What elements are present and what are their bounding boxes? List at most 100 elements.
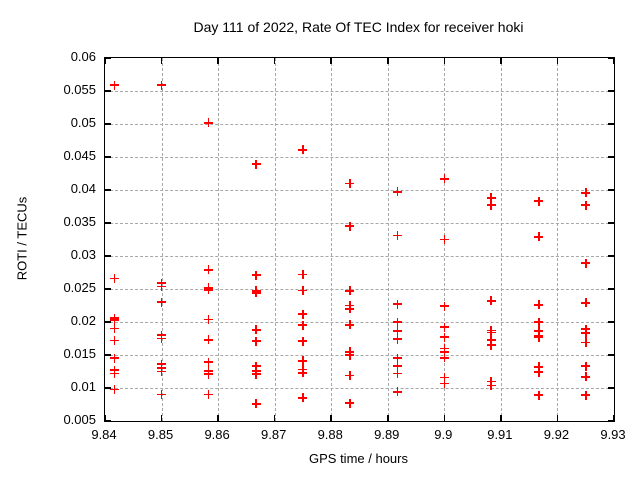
y-tick-mark xyxy=(608,123,614,125)
data-point-marker xyxy=(203,357,213,367)
y-tick-mark xyxy=(105,255,111,257)
marker-bar-vertical xyxy=(207,285,210,295)
marker-bar-vertical xyxy=(584,258,587,268)
y-tick-mark xyxy=(105,57,111,59)
y-tick-mark xyxy=(608,189,614,191)
y-tick-mark xyxy=(608,57,614,59)
marker-bar-vertical xyxy=(537,232,540,242)
marker-bar-vertical xyxy=(396,361,399,371)
data-point-marker xyxy=(345,320,355,330)
y-tick-mark xyxy=(105,222,111,224)
marker-bar-vertical xyxy=(396,353,399,363)
marker-bar-vertical xyxy=(584,188,587,198)
x-tick-mark xyxy=(443,58,446,64)
data-point-marker xyxy=(345,178,355,188)
plot-inner xyxy=(104,57,615,422)
marker-bar-vertical xyxy=(207,335,210,345)
marker-bar-vertical xyxy=(255,288,257,298)
data-point-marker xyxy=(251,325,261,335)
data-point-marker xyxy=(581,188,591,198)
x-tick-mark xyxy=(556,415,559,421)
data-point-marker xyxy=(392,361,402,371)
marker-bar-vertical xyxy=(584,298,587,308)
grid-line-horizontal xyxy=(105,289,614,290)
data-point-marker xyxy=(345,221,355,231)
x-tick-label: 9.87 xyxy=(261,427,287,442)
marker-bar-vertical xyxy=(537,317,540,327)
marker-bar-vertical xyxy=(160,297,163,307)
marker-bar-vertical xyxy=(302,285,304,295)
data-point-marker xyxy=(203,285,213,295)
x-tick-label: 9.91 xyxy=(487,427,513,442)
marker-bar-vertical xyxy=(537,367,540,377)
data-point-marker xyxy=(439,301,449,311)
grid-line-vertical xyxy=(218,58,220,421)
data-point-marker xyxy=(298,356,308,366)
grid-line-vertical xyxy=(331,58,333,421)
data-point-marker xyxy=(298,269,308,279)
data-point-marker xyxy=(534,390,544,400)
x-tick-mark xyxy=(217,415,219,421)
marker-bar-vertical xyxy=(537,332,540,342)
data-point-marker xyxy=(251,159,261,169)
data-point-marker xyxy=(439,378,449,388)
y-tick-label: 0.005 xyxy=(63,412,96,427)
y-tick-label: 0.02 xyxy=(70,313,96,328)
marker-bar-vertical xyxy=(396,231,399,241)
data-point-marker xyxy=(110,384,120,394)
data-point-marker xyxy=(486,328,496,338)
marker-bar-vertical xyxy=(584,328,587,338)
y-tick-mark xyxy=(608,90,614,92)
marker-bar-vertical xyxy=(349,286,351,296)
marker-bar-vertical xyxy=(302,145,304,155)
marker-bar-vertical xyxy=(443,301,446,311)
data-point-marker xyxy=(392,231,402,241)
data-point-marker xyxy=(392,299,402,309)
grid-line-vertical xyxy=(557,58,559,421)
data-point-marker xyxy=(534,232,544,242)
data-point-marker xyxy=(203,314,213,324)
y-tick-mark xyxy=(608,222,614,224)
x-tick-mark xyxy=(613,415,615,421)
marker-bar-vertical xyxy=(349,304,351,314)
marker-bar-vertical xyxy=(160,80,163,90)
data-point-marker xyxy=(439,174,449,184)
x-axis-label: GPS time / hours xyxy=(309,451,408,466)
marker-bar-vertical xyxy=(160,367,163,376)
x-tick-label: 9.89 xyxy=(374,427,400,442)
marker-bar-vertical xyxy=(490,328,493,338)
marker-bar-vertical xyxy=(443,174,446,184)
marker-bar-vertical xyxy=(113,273,116,283)
x-tick-mark xyxy=(387,58,389,64)
marker-bar-vertical xyxy=(113,368,116,378)
data-point-marker xyxy=(203,265,213,275)
marker-bar-vertical xyxy=(443,332,446,342)
marker-bar-vertical xyxy=(160,281,163,291)
x-tick-mark xyxy=(104,58,106,64)
marker-bar-vertical xyxy=(490,335,493,345)
y-tick-label: 0.025 xyxy=(63,280,96,295)
marker-bar-vertical xyxy=(160,390,163,400)
marker-bar-vertical xyxy=(537,390,540,400)
data-point-marker xyxy=(345,398,355,408)
y-tick-mark xyxy=(105,387,111,389)
x-tick-mark xyxy=(273,58,276,64)
marker-bar-vertical xyxy=(396,326,399,336)
data-point-marker xyxy=(110,324,120,334)
data-point-marker xyxy=(298,145,308,155)
marker-bar-vertical xyxy=(255,270,257,280)
y-tick-label: 0.05 xyxy=(70,115,96,130)
marker-bar-vertical xyxy=(443,353,446,363)
marker-bar-vertical xyxy=(396,187,399,197)
x-tick-label: 9.84 xyxy=(91,427,117,442)
x-tick-label: 9.85 xyxy=(147,427,174,442)
y-tick-mark xyxy=(608,288,614,290)
y-tick-mark xyxy=(105,123,111,125)
marker-bar-vertical xyxy=(302,368,304,378)
data-point-marker xyxy=(203,390,213,400)
y-tick-mark xyxy=(608,255,614,257)
marker-bar-vertical xyxy=(396,299,399,309)
data-point-marker xyxy=(439,235,449,244)
data-point-marker xyxy=(392,334,402,344)
